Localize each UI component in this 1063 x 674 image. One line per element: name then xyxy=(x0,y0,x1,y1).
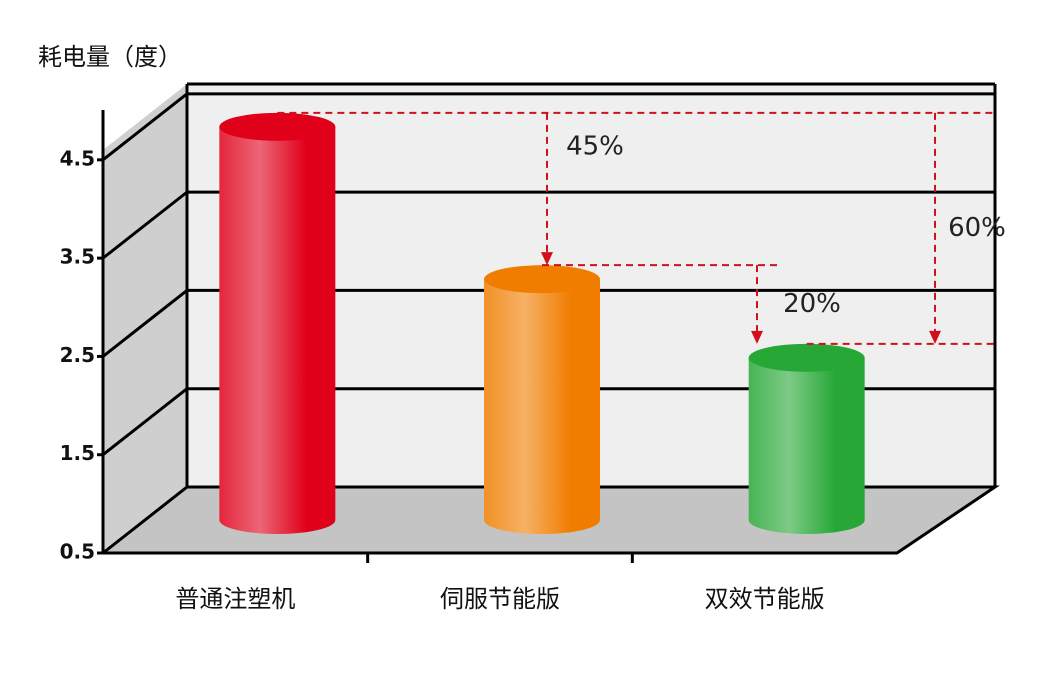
y-tick-label: 1.5 xyxy=(60,441,95,465)
bar-top xyxy=(748,343,865,372)
grid-line xyxy=(102,92,188,162)
grid-line xyxy=(102,387,188,456)
cylinder xyxy=(748,343,865,535)
y-tick-label: 3.5 xyxy=(60,245,95,269)
annotation: 20% xyxy=(783,289,841,319)
cylinder xyxy=(219,112,336,534)
bar xyxy=(219,126,336,534)
x-tick-label: 伺服节能版 xyxy=(440,585,560,613)
grid-line xyxy=(102,289,188,358)
annotation: 45% xyxy=(566,131,624,161)
bar xyxy=(484,279,600,534)
y-tick-label: 2.5 xyxy=(60,343,95,367)
bar-top xyxy=(484,265,600,294)
side-wall xyxy=(103,84,187,553)
annotation-arrow xyxy=(751,330,763,344)
x-tick-label: 普通注塑机 xyxy=(175,585,295,613)
y-tick-label: 4.5 xyxy=(60,146,95,170)
grid-line xyxy=(102,190,188,260)
annotation-arrow xyxy=(541,252,553,266)
bar-top xyxy=(219,112,336,141)
y-tick-label: 0.5 xyxy=(60,540,95,564)
y-axis-label: 耗电量（度） xyxy=(38,43,182,71)
x-tick-label: 双效节能版 xyxy=(705,585,825,613)
annotation-arrow xyxy=(929,330,941,344)
cylinder xyxy=(484,265,600,534)
annotation: 60% xyxy=(948,213,1006,243)
bar xyxy=(748,357,865,535)
